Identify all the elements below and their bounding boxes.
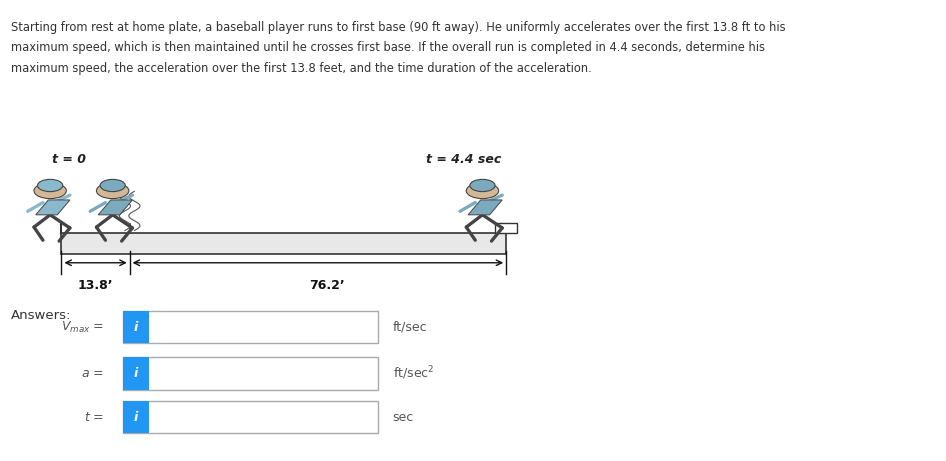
Text: i: i [133, 411, 138, 424]
Circle shape [96, 183, 129, 199]
Polygon shape [36, 200, 70, 215]
Text: 76.2’: 76.2’ [309, 279, 345, 292]
Text: $t$ =: $t$ = [84, 411, 104, 424]
Text: $V_{max}$ =: $V_{max}$ = [61, 320, 104, 335]
Bar [123, 401, 149, 433]
Bar [123, 311, 378, 343]
Circle shape [38, 179, 62, 192]
Bar [123, 357, 378, 390]
Text: i: i [133, 321, 138, 334]
Polygon shape [98, 200, 132, 215]
Text: maximum speed, which is then maintained until he crosses first base. If the over: maximum speed, which is then maintained … [11, 41, 765, 54]
Text: Starting from rest at home plate, a baseball player runs to first base (90 ft aw: Starting from rest at home plate, a base… [11, 21, 786, 34]
Text: t = 0: t = 0 [52, 153, 86, 166]
Circle shape [34, 183, 66, 199]
Text: 13.8’: 13.8’ [78, 279, 114, 292]
Bar [123, 401, 378, 433]
Bar [123, 311, 149, 343]
Text: i: i [133, 367, 138, 380]
Text: t = 4.4 sec: t = 4.4 sec [426, 153, 501, 166]
Bar [495, 223, 517, 233]
Text: $a$ =: $a$ = [81, 367, 104, 380]
Text: maximum speed, the acceleration over the first 13.8 feet, and the time duration : maximum speed, the acceleration over the… [11, 62, 592, 75]
Text: sec: sec [393, 411, 413, 424]
Circle shape [470, 179, 495, 192]
Bar [123, 357, 149, 390]
Text: ft/sec$^2$: ft/sec$^2$ [393, 365, 434, 382]
Bar [61, 233, 506, 254]
Polygon shape [468, 200, 502, 215]
Text: ft/sec: ft/sec [393, 321, 428, 334]
Circle shape [466, 183, 499, 199]
Circle shape [100, 179, 125, 192]
Text: Answers:: Answers: [11, 309, 72, 322]
